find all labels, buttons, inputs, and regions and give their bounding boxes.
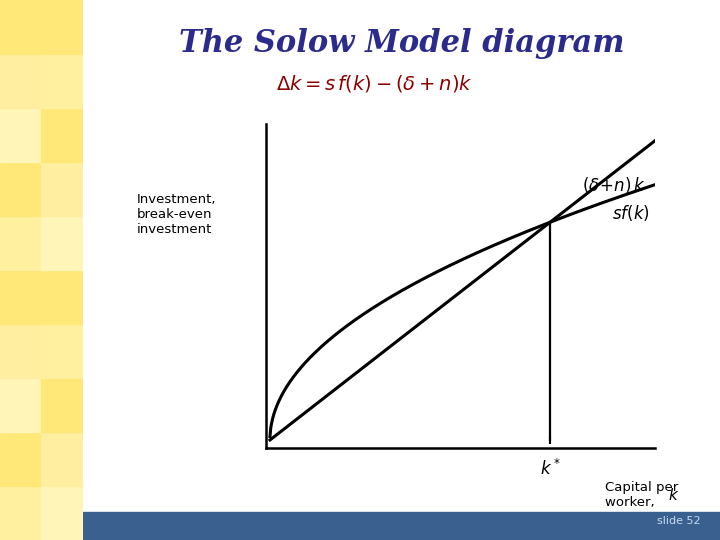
Bar [42,108,83,162]
Bar [42,486,83,540]
Text: Capital per
worker,: Capital per worker, [605,481,678,509]
Bar [42,432,83,486]
Bar [0,216,42,270]
Bar [42,162,83,216]
Bar [0,486,42,540]
Bar [42,0,83,54]
Text: slide 52: slide 52 [657,516,701,526]
Text: Economic Growth I: Economic Growth I [204,494,360,512]
Text: $(\delta\!+\!n)\,k$: $(\delta\!+\!n)\,k$ [582,175,645,195]
Bar [0,270,42,324]
Bar [42,216,83,270]
Bar [42,54,83,108]
Text: $\mathbf{\mathit{k}}$: $\mathbf{\mathit{k}}$ [668,487,680,503]
Bar [42,270,83,324]
Bar [0,162,42,216]
Text: $k^*$: $k^*$ [540,459,560,479]
Bar [0,0,42,54]
Bar [0,108,42,162]
Bar [0,54,42,108]
Bar [42,324,83,378]
Text: $\mathit{sf(k)}$: $\mathit{sf(k)}$ [613,203,650,223]
Bar [0,378,42,432]
Bar [0,324,42,378]
Text: $\Delta \mathbf{\mathit{k}} = \mathbf{\mathit{s}}\,\mathbf{\mathit{f(k)}} - (\de: $\Delta \mathbf{\mathit{k}} = \mathbf{\m… [276,73,473,94]
Bar [83,512,720,540]
Bar [0,432,42,486]
Text: Investment,
break-even
investment: Investment, break-even investment [137,193,216,237]
Bar [42,378,83,432]
Text: The Solow Model diagram: The Solow Model diagram [179,28,624,59]
Text: CHAPTER 7: CHAPTER 7 [102,498,171,508]
